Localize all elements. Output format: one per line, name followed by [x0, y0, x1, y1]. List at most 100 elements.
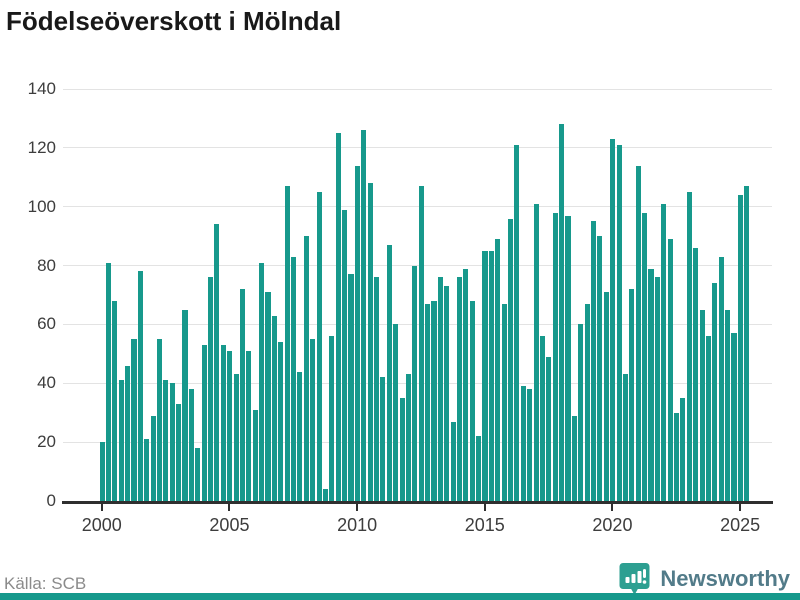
bar-2013-Q4 — [450, 421, 456, 501]
bar-2001-Q3 — [137, 271, 143, 501]
bar-2007-Q2 — [284, 186, 290, 501]
plot-area — [63, 88, 772, 501]
bar-2014-Q4 — [476, 436, 482, 501]
x-tick-label-2020: 2020 — [592, 515, 633, 535]
y-tick-label-120: 120 — [27, 137, 56, 157]
bar-2011-Q4 — [399, 398, 405, 501]
bar-2023-Q1 — [686, 192, 692, 501]
bar-2014-Q3 — [469, 300, 475, 501]
bar-2021-Q1 — [635, 165, 641, 501]
bar-2020-Q4 — [629, 289, 635, 501]
bar-2015-Q3 — [495, 239, 501, 501]
bar-2012-Q3 — [418, 186, 424, 501]
bar-2016-Q4 — [527, 389, 533, 501]
gridline-y-60 — [63, 323, 772, 325]
bar-2019-Q3 — [597, 236, 603, 501]
x-tick-2000 — [100, 504, 103, 511]
bar-2000-Q2 — [105, 262, 111, 501]
bar-2022-Q3 — [673, 412, 680, 501]
bar-2001-Q4 — [144, 439, 150, 501]
bar-2017-Q3 — [546, 356, 552, 501]
bar-2008-Q2 — [310, 339, 316, 501]
bar-2008-Q4 — [322, 489, 328, 501]
bar-2010-Q3 — [367, 183, 373, 501]
x-tick-label-2005: 2005 — [209, 515, 250, 535]
bar-2020-Q2 — [616, 144, 622, 501]
bar-2021-Q3 — [648, 268, 654, 501]
y-tick-label-20: 20 — [37, 432, 56, 452]
bar-2015-Q4 — [501, 303, 507, 501]
bar-2003-Q2 — [182, 309, 188, 501]
bar-2004-Q3 — [214, 224, 220, 501]
bar-2013-Q2 — [437, 277, 443, 501]
bar-2002-Q4 — [169, 383, 175, 501]
bar-2020-Q3 — [622, 374, 628, 501]
bar-2018-Q3 — [571, 415, 577, 501]
brand-strip — [0, 593, 800, 600]
bar-2023-Q2 — [693, 247, 699, 501]
y-tick-label-100: 100 — [27, 196, 56, 216]
bar-2016-Q1 — [508, 218, 514, 501]
bar-2024-Q4 — [731, 333, 737, 501]
bar-2016-Q3 — [520, 386, 526, 501]
bar-2002-Q2 — [156, 339, 163, 501]
bar-2015-Q2 — [488, 250, 494, 501]
bar-2000-Q3 — [112, 300, 118, 501]
y-tick-label-80: 80 — [37, 255, 56, 275]
y-tick-label-40: 40 — [37, 373, 56, 393]
gridline-y-40 — [63, 382, 772, 384]
bar-2007-Q3 — [290, 256, 297, 501]
x-tick-2015 — [483, 504, 486, 511]
bar-2004-Q2 — [208, 277, 214, 501]
bar-2019-Q1 — [584, 303, 590, 501]
bar-2012-Q2 — [412, 265, 418, 501]
gridline-y-20 — [63, 441, 772, 443]
bar-2001-Q2 — [131, 339, 137, 501]
y-tick-label-0: 0 — [46, 491, 56, 510]
bar-2018-Q2 — [565, 215, 571, 501]
bar-chart-speech-bubble-icon — [619, 563, 650, 595]
bar-2008-Q3 — [316, 192, 322, 501]
bar-2003-Q4 — [195, 448, 201, 501]
newsworthy-logo-text: Newsworthy — [660, 566, 790, 591]
bar-2005-Q4 — [246, 350, 252, 501]
bar-2018-Q4 — [578, 324, 584, 501]
bar-2005-Q2 — [233, 374, 239, 501]
bar-2006-Q3 — [265, 292, 271, 501]
newsworthy-logo: Newsworthy — [619, 562, 790, 596]
y-tick-label-60: 60 — [37, 314, 56, 334]
bar-2022-Q4 — [680, 398, 686, 501]
y-tick-label-140: 140 — [27, 79, 56, 98]
bar-2008-Q1 — [303, 236, 309, 501]
bar-2019-Q4 — [603, 292, 609, 501]
bar-2019-Q2 — [590, 221, 597, 501]
page-title: Födelseöverskott i Mölndal — [6, 6, 342, 36]
bar-2011-Q2 — [386, 244, 392, 501]
bar-2003-Q1 — [176, 403, 182, 501]
bar-2010-Q4 — [373, 277, 380, 501]
bar-2010-Q1 — [354, 165, 360, 501]
x-tick-2010 — [356, 504, 359, 511]
x-tick-2025 — [739, 504, 742, 511]
bar-2018-Q1 — [559, 124, 565, 501]
bar-2025-Q1 — [737, 194, 743, 501]
bar-2025-Q2 — [744, 186, 750, 501]
bar-2003-Q3 — [188, 389, 194, 501]
bar-2006-Q1 — [252, 409, 258, 501]
bar-2024-Q3 — [725, 309, 731, 501]
gridline-y-80 — [63, 265, 772, 267]
gridline-y-120 — [63, 147, 772, 149]
x-tick-label-2015: 2015 — [464, 515, 505, 535]
x-axis-line — [62, 501, 773, 504]
bar-2004-Q1 — [201, 345, 207, 501]
x-tick-label-2025: 2025 — [720, 515, 761, 535]
bar-2023-Q3 — [699, 309, 705, 501]
bar-2014-Q1 — [456, 277, 463, 501]
source-label: Källa: SCB — [4, 574, 87, 593]
bar-2000-Q4 — [118, 380, 124, 501]
bar-2011-Q3 — [393, 324, 399, 501]
bar-2009-Q3 — [342, 209, 348, 501]
bar-2015-Q1 — [482, 250, 488, 501]
bar-2007-Q1 — [278, 342, 284, 501]
